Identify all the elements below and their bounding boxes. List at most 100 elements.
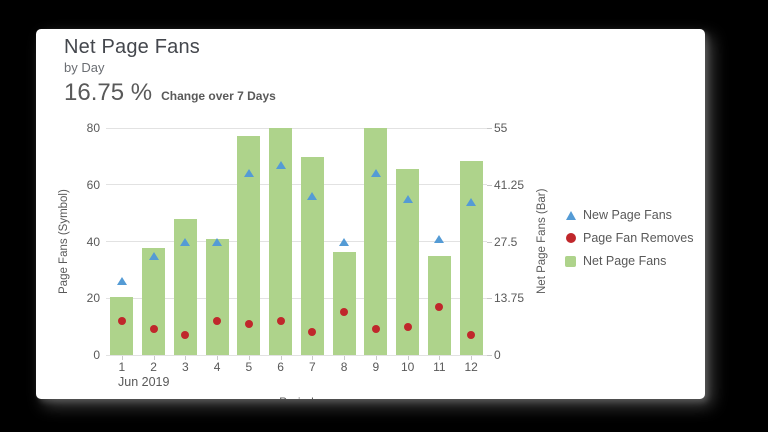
triangle-marker-new-page-fans xyxy=(434,234,445,243)
x-axis-tick-label: 1 xyxy=(118,360,126,374)
legend-label: Page Fan Removes xyxy=(583,231,694,245)
x-axis-tick-label: 3 xyxy=(182,360,189,374)
x-axis-tick-label: 12 xyxy=(464,360,478,374)
gridline xyxy=(106,355,487,356)
left-axis-tick-label: 40 xyxy=(86,234,100,249)
right-axis-tick-label: 55 xyxy=(494,121,508,135)
circle-marker-page-fan-removes xyxy=(213,316,222,325)
right-axis-tickmark xyxy=(487,355,492,356)
circle-marker-page-fan-removes xyxy=(308,328,317,337)
x-axis-tickmark xyxy=(153,356,155,360)
stat-row: 16.75 % Change over 7 Days xyxy=(64,79,276,107)
x-axis-tick-label: 10 xyxy=(400,360,415,374)
triangle-legend-icon xyxy=(565,210,576,220)
left-axis-tick-label: 80 xyxy=(86,121,100,135)
legend-label: Net Page Fans xyxy=(583,254,667,268)
stat-value: 16.75 % xyxy=(64,79,153,106)
circle-marker-page-fan-removes xyxy=(403,322,412,331)
left-axis-tick-label: 60 xyxy=(86,177,100,192)
circle-marker-page-fan-removes xyxy=(276,316,285,325)
legend-item-net-page-fans[interactable]: Net Page Fans xyxy=(565,254,693,268)
right-axis-tickmark xyxy=(487,184,492,186)
legend-item-page-fan-removes[interactable]: Page Fan Removes xyxy=(565,231,693,245)
circle-marker-page-fan-removes xyxy=(467,331,476,340)
x-axis-tickmarks xyxy=(106,355,487,360)
x-axis-tick-labels: 1 2 3 4 5 6 7 8 9 10 11 12 xyxy=(106,360,487,375)
left-axis-tick-label: 20 xyxy=(86,291,100,306)
stat-label: Change over 7 Days xyxy=(161,89,276,103)
x-axis-tickmark xyxy=(344,356,346,360)
right-axis-tick-label: 27.5 xyxy=(494,234,518,249)
x-axis-tick-label: 6 xyxy=(277,360,284,374)
circle-marker-page-fan-removes xyxy=(340,308,349,317)
gridline xyxy=(106,184,487,186)
left-axis-tick-label: 0 xyxy=(93,348,100,362)
right-axis-tickmarks xyxy=(487,128,493,356)
x-axis-tick-label: 11 xyxy=(433,360,446,374)
right-axis-tick-label: 13.75 xyxy=(494,291,525,306)
right-axis-tick-labels: 0 13.75 27.5 41.25 55 xyxy=(494,121,540,362)
triangle-marker-new-page-fans xyxy=(307,192,318,201)
triangle-marker-new-page-fans xyxy=(148,251,159,260)
bar-net-page-fans xyxy=(364,128,388,355)
x-axis-tickmark xyxy=(407,356,409,360)
x-axis-tickmark xyxy=(471,356,473,360)
gridline xyxy=(106,297,487,299)
bar-net-page-fans xyxy=(173,218,197,355)
circle-marker-page-fan-removes xyxy=(244,319,253,328)
x-group-label: Jun 2019 xyxy=(118,375,170,389)
x-axis-tickmark xyxy=(375,356,377,360)
triangle-marker-new-page-fans xyxy=(116,277,127,286)
x-axis-tickmark xyxy=(185,356,187,360)
triangle-marker-new-page-fans xyxy=(339,237,350,246)
x-axis-tick-label: 2 xyxy=(150,360,157,374)
bar-net-page-fans xyxy=(205,239,229,355)
plot-area xyxy=(106,127,487,356)
right-axis-tickmark xyxy=(487,298,492,300)
circle-swatch xyxy=(565,233,576,243)
legend-label: New Page Fans xyxy=(583,208,672,222)
circle-legend-icon xyxy=(565,233,576,243)
left-axis-tick-labels: 0 20 40 60 80 xyxy=(64,121,100,362)
bar-net-page-fans xyxy=(237,136,261,355)
bar-net-page-fans xyxy=(459,161,483,355)
x-axis-tick-label: 8 xyxy=(340,360,348,374)
x-axis-tick-label: 5 xyxy=(245,360,253,374)
bar-net-page-fans xyxy=(300,156,324,355)
right-axis-tickmark xyxy=(487,241,492,243)
bar-net-page-fans xyxy=(142,247,166,355)
x-axis-tickmark xyxy=(217,356,219,360)
gridline xyxy=(106,127,487,129)
triangle-swatch xyxy=(565,210,576,220)
x-axis-tick-label: 7 xyxy=(309,360,316,374)
bar-net-page-fans xyxy=(396,169,420,355)
bar-net-page-fans xyxy=(332,251,356,355)
triangle-marker-new-page-fans xyxy=(402,194,413,203)
net-page-fans-card: Net Page Fans by Day 16.75 % Change over… xyxy=(36,29,705,399)
triangle-marker-new-page-fans xyxy=(180,237,191,246)
circle-marker-page-fan-removes xyxy=(435,302,444,311)
x-axis-tickmark xyxy=(439,356,441,360)
x-axis-tick-label: 9 xyxy=(372,360,380,374)
triangle-marker-new-page-fans xyxy=(275,160,286,169)
gridline xyxy=(106,241,487,242)
bar-legend-icon xyxy=(565,255,576,267)
x-axis-tick-label: 4 xyxy=(213,360,221,374)
legend-item-new-page-fans[interactable]: New Page Fans xyxy=(565,208,693,222)
x-axis-tickmark xyxy=(121,356,123,360)
right-axis-tick-label: 41.25 xyxy=(494,177,525,192)
x-axis-tickmark xyxy=(248,356,250,360)
x-axis-tickmark xyxy=(280,356,282,360)
right-axis-tickmark xyxy=(487,128,492,129)
triangle-marker-new-page-fans xyxy=(243,169,254,178)
triangle-marker-new-page-fans xyxy=(466,197,477,206)
bar-swatch xyxy=(565,255,576,267)
bar-net-page-fans xyxy=(110,297,134,355)
circle-marker-page-fan-removes xyxy=(149,325,158,334)
bar-net-page-fans xyxy=(269,128,293,355)
circle-marker-page-fan-removes xyxy=(371,325,380,334)
circle-marker-page-fan-removes xyxy=(181,331,190,340)
circle-marker-page-fan-removes xyxy=(117,316,126,325)
x-axis-tickmark xyxy=(312,356,314,360)
